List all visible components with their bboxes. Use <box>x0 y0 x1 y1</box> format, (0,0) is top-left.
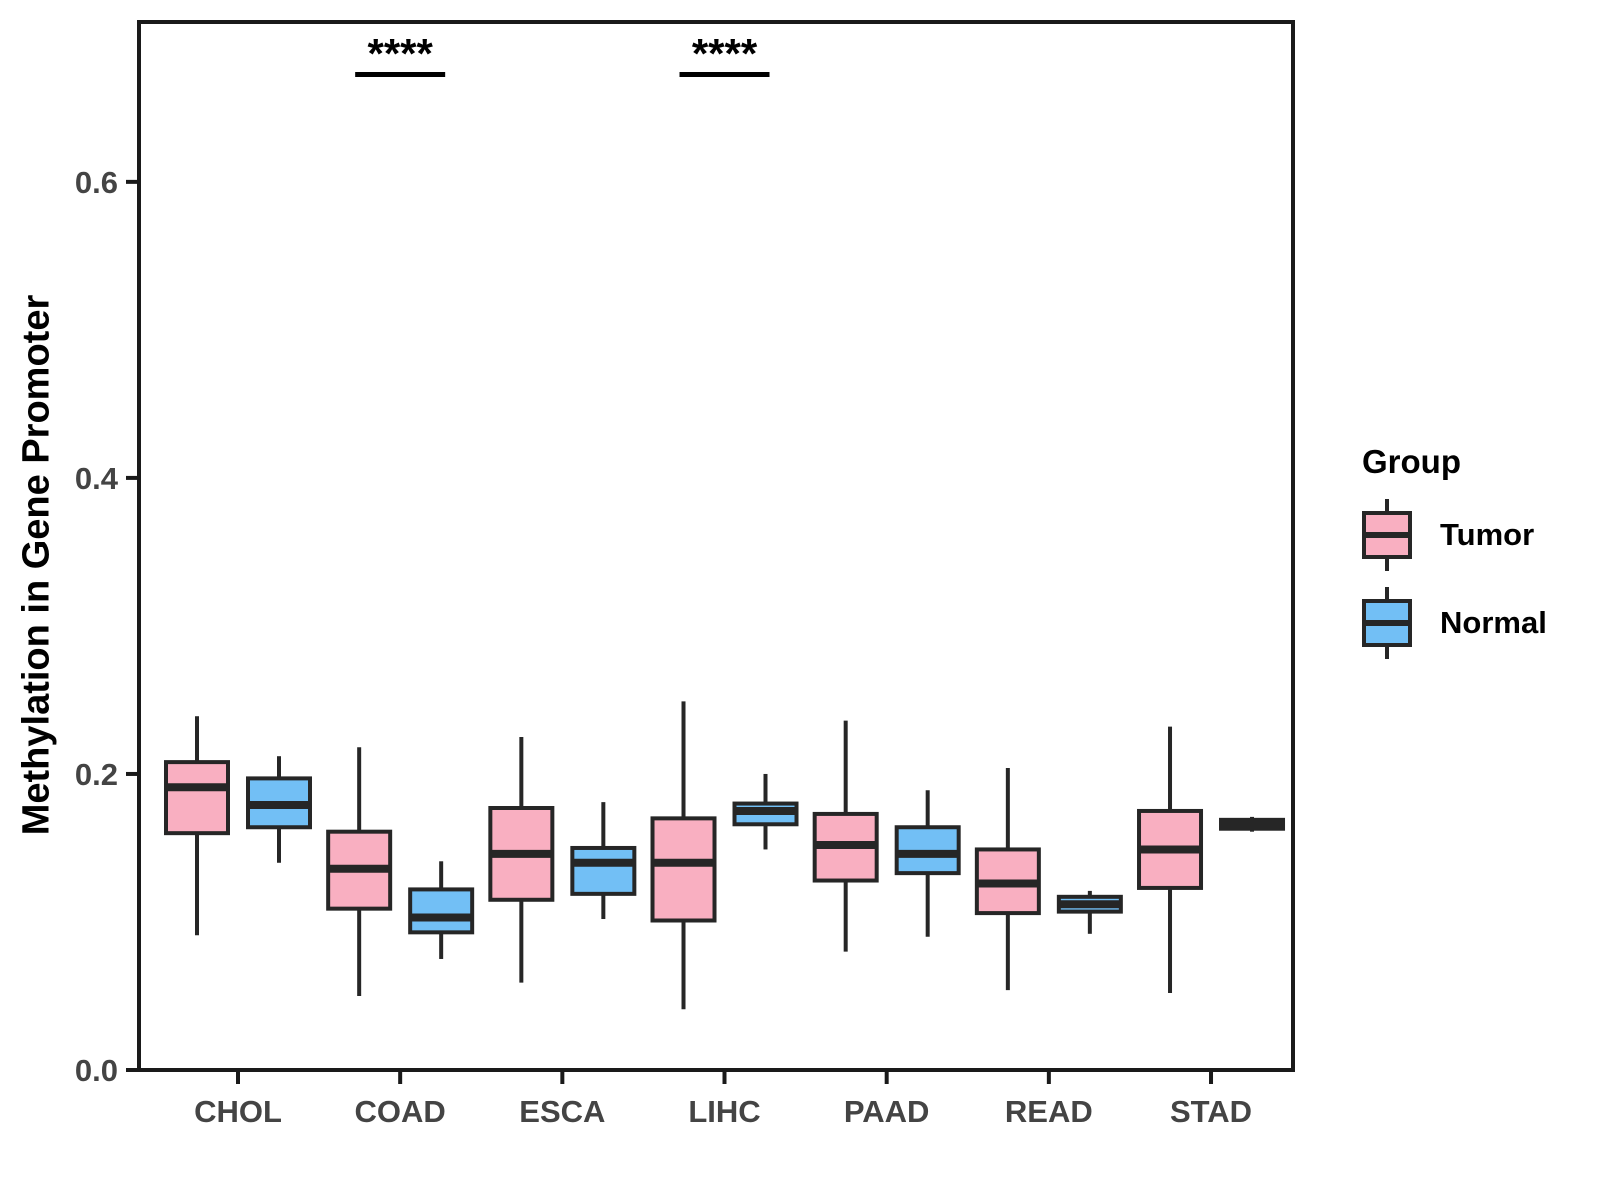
x-tick-label-lihc: LIHC <box>688 1094 760 1129</box>
x-tick-label-read: READ <box>1005 1094 1093 1129</box>
legend: Group Tumor Normal <box>1360 443 1547 673</box>
significance-underline-coad <box>355 72 446 77</box>
panel-border <box>137 20 1295 1072</box>
x-tick-label-esca: ESCA <box>519 1094 605 1129</box>
legend-label-tumor: Tumor <box>1440 517 1535 552</box>
normal-box-coad <box>408 887 475 935</box>
legend-item-tumor: Tumor <box>1360 497 1547 573</box>
y-tick-label: 0.2 <box>75 757 118 792</box>
y-tick-label: 0.0 <box>75 1053 118 1088</box>
significance-underline-lihc <box>679 72 770 77</box>
significance-stars-lihc: **** <box>692 30 758 77</box>
legend-title: Group <box>1362 443 1461 480</box>
normal-boxplot-key-icon <box>1362 587 1412 659</box>
y-tick-label: 0.6 <box>75 165 118 200</box>
tumor-box-lihc <box>650 816 717 923</box>
x-tick-label-stad: STAD <box>1170 1094 1252 1129</box>
x-tick-label-chol: CHOL <box>194 1094 282 1129</box>
legend-item-normal: Normal <box>1360 585 1547 661</box>
tumor-boxplot-key-icon <box>1362 499 1412 571</box>
legend-label-normal: Normal <box>1440 605 1547 640</box>
significance-stars-coad: **** <box>367 30 433 77</box>
tumor-box-chol <box>164 760 230 836</box>
normal-box-esca <box>570 845 637 896</box>
x-tick-label-paad: PAAD <box>844 1094 930 1129</box>
x-tick-label-coad: COAD <box>355 1094 446 1129</box>
y-tick-label: 0.4 <box>75 461 119 496</box>
